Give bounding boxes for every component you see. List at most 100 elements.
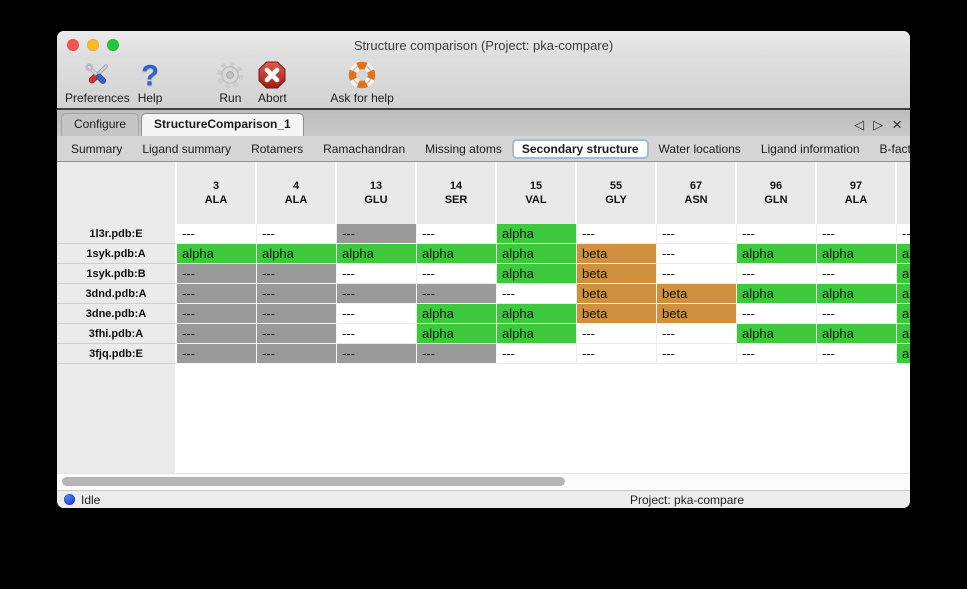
- next-tab-icon[interactable]: ▷: [873, 117, 884, 132]
- ss-cell[interactable]: ---: [737, 224, 817, 244]
- ss-cell[interactable]: ---: [337, 224, 417, 244]
- subtab-rotamers[interactable]: Rotamers: [251, 141, 304, 156]
- ss-cell[interactable]: ---: [257, 304, 337, 324]
- ss-cell[interactable]: ---: [257, 324, 337, 344]
- ss-cell[interactable]: ---: [817, 264, 897, 284]
- ss-cell[interactable]: ---: [657, 244, 737, 264]
- ss-cell[interactable]: alpha: [817, 284, 897, 304]
- ss-cell[interactable]: ---: [657, 224, 737, 244]
- close-window-button[interactable]: [67, 39, 79, 51]
- ss-cell-clipped[interactable]: alpha: [897, 284, 910, 304]
- ss-cell[interactable]: ---: [337, 324, 417, 344]
- subtab-b-factors[interactable]: B-factors: [879, 141, 910, 156]
- ss-cell[interactable]: alpha: [817, 324, 897, 344]
- ss-cell[interactable]: ---: [417, 284, 497, 304]
- ss-cell[interactable]: ---: [177, 284, 257, 304]
- ss-cell[interactable]: ---: [177, 324, 257, 344]
- ss-cell[interactable]: ---: [577, 344, 657, 364]
- ss-cell[interactable]: ---: [177, 264, 257, 284]
- ss-cell[interactable]: ---: [577, 224, 657, 244]
- row-label-1l3r-pdb-e[interactable]: 1l3r.pdb:E: [57, 224, 177, 244]
- ss-cell[interactable]: alpha: [417, 244, 497, 264]
- ss-cell[interactable]: ---: [497, 344, 577, 364]
- preferences-button[interactable]: Preferences: [65, 59, 130, 104]
- ss-cell[interactable]: alpha: [497, 324, 577, 344]
- ss-cell[interactable]: ---: [257, 284, 337, 304]
- ss-cell[interactable]: ---: [737, 344, 817, 364]
- ss-cell-clipped[interactable]: alpha: [897, 344, 910, 364]
- ss-cell[interactable]: ---: [657, 264, 737, 284]
- subtab-summary[interactable]: Summary: [71, 141, 123, 156]
- ss-cell[interactable]: ---: [177, 224, 257, 244]
- ss-cell[interactable]: alpha: [417, 324, 497, 344]
- help-button[interactable]: ? Help: [138, 59, 163, 105]
- ss-cell-clipped[interactable]: alpha: [897, 244, 910, 264]
- ss-cell-clipped[interactable]: alpha: [897, 324, 910, 344]
- close-tab-icon[interactable]: ×: [892, 115, 902, 134]
- prev-tab-icon[interactable]: ◁: [854, 117, 865, 132]
- subtab-missing-atoms[interactable]: Missing atoms: [425, 141, 502, 156]
- subtab-ramachandran[interactable]: Ramachandran: [323, 141, 406, 156]
- horizontal-scrollbar[interactable]: [57, 473, 910, 490]
- run-button[interactable]: Run: [214, 59, 246, 104]
- ss-cell[interactable]: ---: [817, 344, 897, 364]
- ss-cell[interactable]: ---: [177, 344, 257, 364]
- ss-cell[interactable]: ---: [257, 264, 337, 284]
- ss-cell[interactable]: ---: [657, 344, 737, 364]
- ss-cell[interactable]: alpha: [417, 304, 497, 324]
- ss-cell[interactable]: alpha: [257, 244, 337, 264]
- minimize-window-button[interactable]: [87, 39, 99, 51]
- ss-cell[interactable]: alpha: [497, 224, 577, 244]
- subtab-ligand-summary[interactable]: Ligand summary: [142, 141, 232, 156]
- ss-cell[interactable]: ---: [337, 264, 417, 284]
- ss-cell[interactable]: ---: [257, 344, 337, 364]
- ss-cell[interactable]: alpha: [497, 304, 577, 324]
- ss-cell[interactable]: ---: [417, 224, 497, 244]
- scrollbar-thumb[interactable]: [62, 477, 565, 486]
- ss-cell[interactable]: alpha: [737, 244, 817, 264]
- subtab-ligand-information[interactable]: Ligand information: [760, 141, 860, 156]
- ss-cell[interactable]: alpha: [337, 244, 417, 264]
- ss-cell[interactable]: beta: [577, 284, 657, 304]
- ss-cell[interactable]: ---: [737, 264, 817, 284]
- ask-for-help-button[interactable]: Ask for help: [330, 59, 394, 104]
- zoom-window-button[interactable]: [107, 39, 119, 51]
- abort-button[interactable]: Abort: [256, 59, 288, 104]
- row-label-3dne-pdb-a[interactable]: 3dne.pdb:A: [57, 304, 177, 324]
- ss-cell[interactable]: ---: [657, 324, 737, 344]
- subtab-secondary-structure[interactable]: Secondary structure: [511, 138, 649, 159]
- ss-cell[interactable]: alpha: [737, 324, 817, 344]
- ss-cell[interactable]: alpha: [817, 244, 897, 264]
- row-label-1syk-pdb-a[interactable]: 1syk.pdb:A: [57, 244, 177, 264]
- ss-cell[interactable]: ---: [577, 324, 657, 344]
- row-label-3dnd-pdb-a[interactable]: 3dnd.pdb:A: [57, 284, 177, 304]
- ss-cell[interactable]: alpha: [737, 284, 817, 304]
- row-label-3fhi-pdb-a[interactable]: 3fhi.pdb:A: [57, 324, 177, 344]
- ss-cell-clipped[interactable]: alpha: [897, 304, 910, 324]
- ss-cell-clipped[interactable]: alpha: [897, 264, 910, 284]
- ss-cell[interactable]: ---: [417, 344, 497, 364]
- ss-cell[interactable]: beta: [577, 304, 657, 324]
- ss-cell[interactable]: alpha: [497, 244, 577, 264]
- tab-configure[interactable]: Configure: [61, 113, 140, 136]
- ss-cell[interactable]: ---: [177, 304, 257, 324]
- ss-cell[interactable]: ---: [337, 284, 417, 304]
- ss-cell[interactable]: ---: [337, 304, 417, 324]
- subtab-water-locations[interactable]: Water locations: [658, 141, 741, 156]
- ss-cell[interactable]: beta: [657, 284, 737, 304]
- ss-cell-clipped[interactable]: ---: [897, 224, 910, 244]
- ss-cell[interactable]: alpha: [497, 264, 577, 284]
- ss-cell[interactable]: ---: [737, 304, 817, 324]
- ss-cell[interactable]: ---: [417, 264, 497, 284]
- ss-cell[interactable]: beta: [577, 244, 657, 264]
- ss-cell[interactable]: beta: [657, 304, 737, 324]
- ss-cell[interactable]: ---: [257, 224, 337, 244]
- ss-cell[interactable]: ---: [497, 284, 577, 304]
- ss-cell[interactable]: ---: [817, 224, 897, 244]
- ss-cell[interactable]: alpha: [177, 244, 257, 264]
- ss-cell[interactable]: ---: [337, 344, 417, 364]
- ss-cell[interactable]: ---: [817, 304, 897, 324]
- row-label-3fjq-pdb-e[interactable]: 3fjq.pdb:E: [57, 344, 177, 364]
- row-label-1syk-pdb-b[interactable]: 1syk.pdb:B: [57, 264, 177, 284]
- ss-cell[interactable]: beta: [577, 264, 657, 284]
